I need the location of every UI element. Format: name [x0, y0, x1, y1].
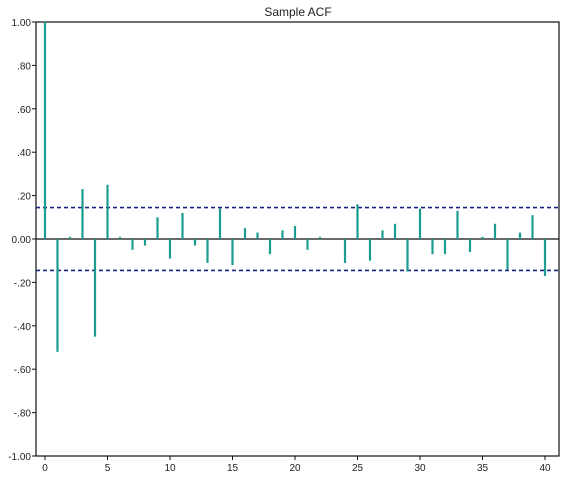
y-tick-label: -.40 [14, 322, 32, 333]
chart-title: Sample ACF [264, 5, 331, 19]
y-tick-label: -1.00 [8, 452, 31, 463]
chart-marks: 1.00 .80 .60 .40 .20 0.00 -.20 -.40 -.60 -.80 -1.0… [8, 18, 559, 474]
x-tick-label: 0 [42, 463, 48, 474]
x-tick-label: 10 [164, 463, 176, 474]
y-tick-label: -.20 [14, 278, 32, 289]
x-tick-label: 35 [477, 463, 489, 474]
y-tick-label: -.80 [14, 409, 32, 420]
y-tick-label: 0.00 [12, 235, 32, 246]
y-tick-label: .60 [17, 105, 31, 116]
x-tick-label: 5 [105, 463, 111, 474]
x-tick-label: 20 [289, 463, 301, 474]
y-tick-label: -.60 [14, 365, 32, 376]
y-tick-label: 1.00 [12, 18, 32, 29]
x-tick-label: 15 [227, 463, 239, 474]
y-tick-label: .40 [17, 148, 31, 159]
x-tick-label: 25 [352, 463, 364, 474]
y-tick-label: .20 [17, 192, 31, 203]
x-tick-label: 30 [414, 463, 426, 474]
y-tick-label: .80 [17, 61, 31, 72]
x-tick-label: 40 [539, 463, 551, 474]
